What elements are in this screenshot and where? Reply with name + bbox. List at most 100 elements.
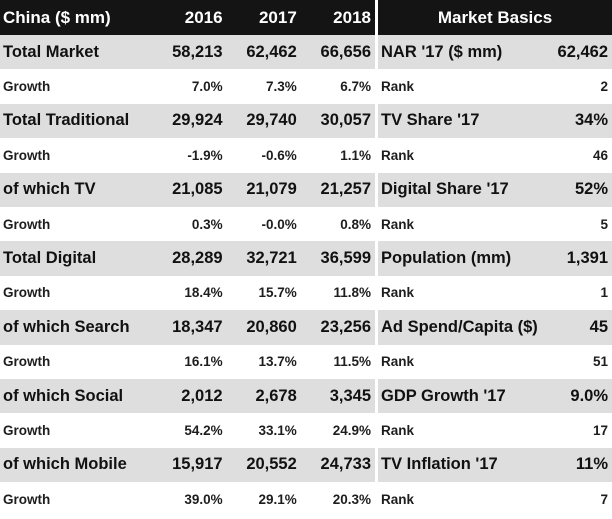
cell-value: 24.9% <box>300 413 375 448</box>
basics-label: Rank <box>378 69 546 104</box>
year-header-2018: 2018 <box>300 0 375 35</box>
basics-label: Rank <box>378 344 546 379</box>
cell-value: 24,733 <box>300 447 375 483</box>
table-row: Rank 2 <box>378 69 612 104</box>
basics-value: 46 <box>546 138 612 173</box>
basics-value: 2 <box>546 69 612 104</box>
row-label: Total Traditional <box>0 103 153 139</box>
cell-value: 23,256 <box>300 310 375 345</box>
basics-label: Rank <box>378 482 546 517</box>
basics-value: 52% <box>546 172 612 207</box>
cell-value: 15,917 <box>152 447 227 483</box>
basics-value: 7 <box>546 482 612 517</box>
table-row: of which TV 21,085 21,079 21,257 <box>0 172 375 207</box>
cell-value: 20.3% <box>300 482 375 517</box>
cell-value: -0.0% <box>226 206 301 242</box>
cell-value: -1.9% <box>152 138 227 173</box>
cell-value: 30,057 <box>300 103 375 139</box>
cell-value: 15.7% <box>226 275 301 311</box>
table-row: Rank 46 <box>378 138 612 173</box>
basics-value: 1,391 <box>546 241 612 276</box>
cell-value: 20,860 <box>226 310 301 345</box>
cell-value: 0.3% <box>152 206 227 242</box>
year-header-2017: 2017 <box>226 0 301 35</box>
table-row: Total Market 58,213 62,462 66,656 <box>0 35 375 70</box>
cell-value: 21,085 <box>152 172 227 207</box>
basics-value: 34% <box>546 103 612 139</box>
row-label: of which Search <box>0 310 153 345</box>
cell-value: 13.7% <box>226 344 301 379</box>
table-row: Rank 17 <box>378 413 612 448</box>
row-label: of which Mobile <box>0 447 153 483</box>
table-row: Digital Share '17 52% <box>378 172 612 207</box>
cell-value: 16.1% <box>152 344 227 379</box>
cell-value: 29.1% <box>226 482 301 517</box>
cell-value: 0.8% <box>300 206 375 242</box>
market-basics-panel: Market Basics NAR '17 ($ mm) 62,462 Rank 2 T… <box>378 0 612 517</box>
row-label: Total Market <box>0 35 153 70</box>
cell-value: 11.5% <box>300 344 375 379</box>
basics-value: 17 <box>546 413 612 448</box>
row-label: of which Social <box>0 378 153 414</box>
cell-value: 3,345 <box>300 378 375 414</box>
table-row: Population (mm) 1,391 <box>378 241 612 276</box>
cell-value: -0.6% <box>226 138 301 173</box>
row-label: Growth <box>0 69 153 104</box>
cell-value: 21,079 <box>226 172 301 207</box>
table-header-row: China ($ mm) 2016 2017 2018 <box>0 0 375 35</box>
year-header-2016: 2016 <box>152 0 227 35</box>
table-row: Growth 54.2% 33.1% 24.9% <box>0 413 375 448</box>
panel-divider <box>375 0 378 519</box>
cell-value: 18.4% <box>152 275 227 311</box>
cell-value: 66,656 <box>300 35 375 70</box>
cell-value: 33.1% <box>226 413 301 448</box>
cell-value: 21,257 <box>300 172 375 207</box>
basics-label: Rank <box>378 413 546 448</box>
table-row: Growth 18.4% 15.7% 11.8% <box>0 275 375 311</box>
market-basics-table-body: NAR '17 ($ mm) 62,462 Rank 2 TV Share '17 34%… <box>378 35 612 517</box>
basics-label: Digital Share '17 <box>378 172 546 207</box>
cell-value: 54.2% <box>152 413 227 448</box>
table-row: Growth -1.9% -0.6% 1.1% <box>0 138 375 173</box>
row-label: Growth <box>0 482 153 517</box>
table-row: GDP Growth '17 9.0% <box>378 378 612 414</box>
cell-value: 28,289 <box>152 241 227 276</box>
basics-value: 62,462 <box>546 35 612 70</box>
basics-label: Population (mm) <box>378 241 546 276</box>
basics-value: 11% <box>546 447 612 483</box>
row-label: Growth <box>0 138 153 173</box>
table-row: TV Share '17 34% <box>378 103 612 139</box>
table-row: NAR '17 ($ mm) 62,462 <box>378 35 612 70</box>
table-row: Growth 39.0% 29.1% 20.3% <box>0 482 375 517</box>
table-row: of which Search 18,347 20,860 23,256 <box>0 310 375 345</box>
basics-value: 51 <box>546 344 612 379</box>
cell-value: 32,721 <box>226 241 301 276</box>
row-label: Growth <box>0 344 153 379</box>
row-label: Growth <box>0 275 153 311</box>
table-row: Total Traditional 29,924 29,740 30,057 <box>0 103 375 139</box>
basics-label: Rank <box>378 275 546 311</box>
basics-label: Rank <box>378 138 546 173</box>
table-row: of which Mobile 15,917 20,552 24,733 <box>0 447 375 483</box>
market-basics-table: Market Basics NAR '17 ($ mm) 62,462 Rank 2 T… <box>378 0 612 517</box>
china-market-table: China ($ mm) 2016 2017 2018 Total Market… <box>0 0 375 517</box>
cell-value: 2,678 <box>226 378 301 414</box>
basics-label: NAR '17 ($ mm) <box>378 35 546 70</box>
table-row: Rank 5 <box>378 206 612 242</box>
basics-value: 9.0% <box>546 378 612 414</box>
cell-value: 2,012 <box>152 378 227 414</box>
market-basics-title: Market Basics <box>378 0 612 35</box>
basics-label: Rank <box>378 206 546 242</box>
row-label: Growth <box>0 206 153 242</box>
cell-value: 29,740 <box>226 103 301 139</box>
table-row: Growth 7.0% 7.3% 6.7% <box>0 69 375 104</box>
row-label: Total Digital <box>0 241 153 276</box>
table-row: Rank 7 <box>378 482 612 517</box>
china-market-table-body: Total Market 58,213 62,462 66,656 Growth 7.0%… <box>0 35 375 517</box>
row-label: Growth <box>0 413 153 448</box>
cell-value: 36,599 <box>300 241 375 276</box>
table-row: TV Inflation '17 11% <box>378 447 612 483</box>
cell-value: 20,552 <box>226 447 301 483</box>
cell-value: 62,462 <box>226 35 301 70</box>
basics-label: TV Inflation '17 <box>378 447 546 483</box>
